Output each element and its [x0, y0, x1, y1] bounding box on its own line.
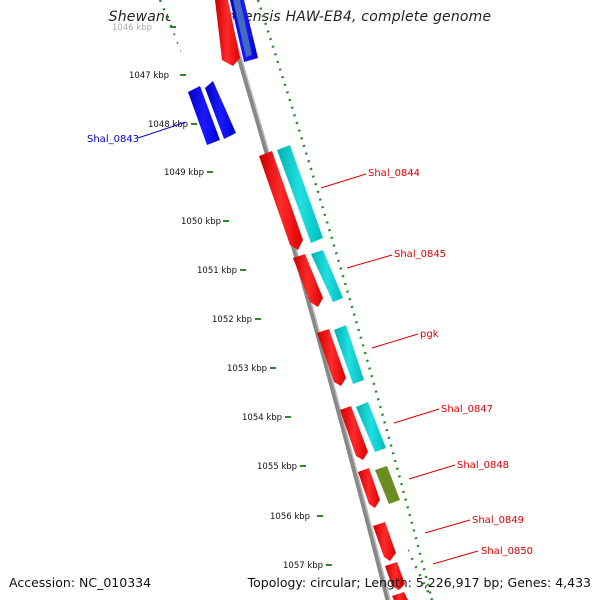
tick-label: 1048 kbp	[148, 120, 188, 130]
gene-label-shal-0850: Shal_0850	[481, 546, 533, 557]
tick-label: 1052 kbp	[212, 315, 252, 325]
tick-label: 1050 kbp	[181, 217, 221, 227]
gene-label-shal-0847: Shal_0847	[441, 404, 493, 415]
tick-label: 1055 kbp	[257, 462, 297, 472]
gc-skew-track	[256, 0, 434, 600]
gene-label-shal-0848: Shal_0848	[457, 460, 509, 471]
gene-shal-0845	[293, 250, 343, 307]
gene-label-shal-0845: Shal_0845	[394, 249, 446, 260]
tick-label: 1053 kbp	[227, 364, 267, 374]
gene-top-blue	[230, 0, 258, 62]
gene-label-pgk: pgk	[420, 329, 439, 340]
gene-top-red	[215, 0, 240, 66]
gene-shal-0850	[385, 562, 408, 600]
accession-text: Accession: NC_010334	[9, 575, 152, 590]
gene-label-shal-0843: Shal_0843	[87, 134, 139, 145]
gene-shal-0847	[340, 402, 386, 460]
tick-label: 1049 kbp	[164, 168, 204, 178]
kbp-ruler: 1046 kbp 1047 kbp 1048 kbp 1049 kbp 1050…	[112, 23, 332, 571]
tick-label: 1054 kbp	[242, 413, 282, 423]
genome-summary-text: Topology: circular; Length: 5,226,917 bp…	[247, 575, 591, 590]
tick-label: 1051 kbp	[197, 266, 237, 276]
gene-shal-0843	[188, 81, 236, 145]
tick-label: 1047 kbp	[129, 71, 169, 81]
gene-pgk	[317, 325, 364, 386]
gene-shal-0849	[373, 522, 396, 561]
tick-label: 1046 kbp	[112, 23, 152, 33]
gene-labels: Shal_0843 Shal_0844 Shal_0845 pgk Shal_0…	[87, 121, 533, 565]
tick-label: 1057 kbp	[283, 561, 323, 571]
gene-label-shal-0844: Shal_0844	[368, 168, 420, 179]
gene-shal-0844	[259, 145, 323, 250]
gene-shal-0848	[358, 466, 400, 508]
genome-backbone	[219, 0, 391, 600]
gene-label-shal-0849: Shal_0849	[472, 515, 524, 526]
tick-label: 1056 kbp	[270, 512, 310, 522]
